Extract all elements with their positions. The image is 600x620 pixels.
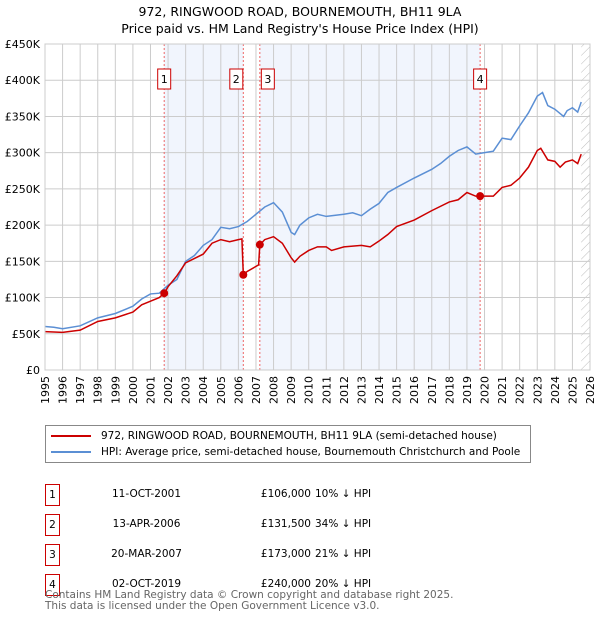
sale-point (255, 240, 264, 249)
y-tick-label: £50K (12, 328, 41, 341)
sale-label: 2 (233, 73, 240, 86)
y-tick-label: £350K (5, 110, 41, 123)
x-tick-label: 2017 (426, 376, 439, 404)
x-tick-label: 2004 (197, 376, 210, 404)
x-tick-label: 2022 (514, 376, 527, 404)
legend-swatch-property (51, 435, 91, 437)
sale-point (160, 289, 169, 298)
x-tick-label: 2020 (479, 376, 492, 404)
sale-point (476, 192, 485, 201)
sale-number-badge: 3 (45, 544, 60, 566)
x-tick-label: 2002 (162, 376, 175, 404)
x-tick-label: 1999 (109, 376, 122, 404)
x-tick-label: 2009 (285, 376, 298, 404)
chart-subtitle: Price paid vs. HM Land Registry's House … (121, 21, 479, 36)
legend-label-property: 972, RINGWOOD ROAD, BOURNEMOUTH, BH11 9L… (101, 430, 497, 442)
x-tick-label: 2025 (566, 376, 579, 404)
y-tick-label: £300K (5, 147, 41, 160)
x-tick-label: 2013 (355, 376, 368, 404)
sale-label-box (260, 68, 275, 90)
y-tick-label: £450K (5, 38, 41, 51)
x-tick-label: 2024 (549, 376, 562, 404)
x-tick-label: 1996 (57, 376, 70, 404)
sale-price: £240,000 (260, 578, 311, 590)
sale-point (239, 270, 248, 279)
sale-row: 2 13-APR-2006 £131,500 34% ↓ HPI (45, 514, 545, 536)
footer: Contains HM Land Registry data © Crown c… (45, 590, 453, 612)
sale-hpi-diff: 21% ↓ HPI (315, 548, 372, 560)
x-tick-label: 2012 (338, 376, 351, 404)
forecast-hatch (581, 44, 590, 370)
price-paid-line (44, 147, 582, 334)
sale-label-box (229, 68, 244, 90)
shaded-range (259, 44, 481, 370)
x-tick-label: 2007 (250, 376, 263, 404)
x-tick-label: 1998 (92, 376, 105, 404)
hpi-line (44, 91, 582, 330)
sale-price: £173,000 (260, 548, 311, 560)
sale-hpi-diff: 34% ↓ HPI (315, 518, 372, 530)
x-tick-label: 2019 (461, 376, 474, 404)
y-tick-label: £150K (5, 255, 41, 268)
x-tick-label: 2010 (303, 376, 316, 404)
y-tick-label: £200K (5, 219, 41, 232)
legend: 972, RINGWOOD ROAD, BOURNEMOUTH, BH11 9L… (45, 425, 531, 463)
sale-date: 20-MAR-2007 (111, 548, 182, 560)
y-tick-label: £100K (5, 292, 41, 305)
x-tick-label: 1997 (74, 376, 87, 404)
x-tick-label: 2016 (408, 376, 421, 404)
x-tick-label: 2000 (127, 376, 140, 404)
x-tick-label: 2015 (391, 376, 404, 404)
footer-line1: Contains HM Land Registry data © Crown c… (45, 589, 454, 601)
x-tick-label: 2014 (373, 376, 386, 404)
sale-hpi-diff: 20% ↓ HPI (315, 578, 372, 590)
x-tick-label: 2006 (232, 376, 245, 404)
y-tick-label: £0 (26, 364, 40, 377)
sale-row: 1 11-OCT-2001 £106,000 10% ↓ HPI (45, 484, 545, 506)
sale-row: 3 20-MAR-2007 £173,000 21% ↓ HPI (45, 544, 545, 566)
sale-price: £131,500 (260, 518, 311, 530)
sale-row: 4 02-OCT-2019 £240,000 20% ↓ HPI (45, 574, 545, 596)
plot-area: 1995 1996 1997 1998 1999 2000 2001 2002 2003 2004… (5, 38, 597, 404)
footer-line2: This data is licensed under the Open Gov… (45, 600, 380, 612)
x-tick-label: 2003 (180, 376, 193, 404)
x-tick-label: 2001 (144, 376, 157, 404)
sale-hpi-diff: 10% ↓ HPI (315, 488, 372, 500)
x-tick-label: 2021 (496, 376, 509, 404)
sale-number-badge: 1 (45, 484, 60, 506)
sale-label: 3 (264, 73, 271, 86)
y-tick-label: £400K (5, 74, 41, 87)
legend-label-hpi: HPI: Average price, semi-detached house,… (101, 446, 521, 458)
y-tick-label: £250K (5, 183, 41, 196)
shaded-range (164, 44, 244, 370)
x-tick-label: 2026 (584, 376, 597, 404)
sale-label-box (473, 68, 488, 90)
sale-number-badge: 4 (45, 574, 60, 596)
sale-date: 13-APR-2006 (112, 518, 181, 530)
x-tick-label: 1995 (39, 376, 52, 404)
x-tick-label: 2005 (215, 376, 228, 404)
legend-swatch-hpi (51, 451, 91, 453)
plot-border (44, 43, 591, 371)
sale-number-badge: 2 (45, 514, 60, 536)
x-tick-label: 2018 (443, 376, 456, 404)
sale-label: 4 (477, 73, 484, 86)
x-tick-label: 2023 (531, 376, 544, 404)
sale-label: 1 (161, 73, 168, 86)
sale-date: 02-OCT-2019 (112, 578, 181, 590)
sale-price: £106,000 (260, 488, 311, 500)
x-tick-label: 2011 (320, 376, 333, 404)
sale-date: 11-OCT-2001 (112, 488, 181, 500)
chart-title: 972, RINGWOOD ROAD, BOURNEMOUTH, BH11 9L… (138, 4, 462, 19)
x-tick-label: 2008 (268, 376, 281, 404)
sale-label-box (157, 68, 172, 90)
